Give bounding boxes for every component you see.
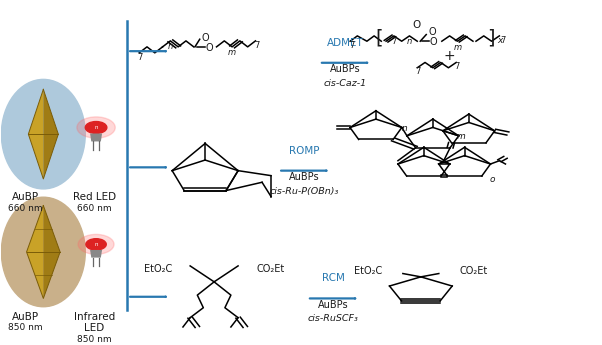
Text: n: n (401, 124, 407, 133)
Text: RCM: RCM (322, 274, 345, 284)
Text: 850 nm: 850 nm (77, 335, 111, 344)
Text: m: m (453, 42, 462, 51)
Ellipse shape (1, 197, 85, 307)
Text: CO₂Et: CO₂Et (256, 264, 284, 274)
Text: ROMP: ROMP (290, 146, 320, 156)
Text: 7: 7 (391, 37, 397, 46)
Text: AuBP: AuBP (12, 192, 39, 202)
Ellipse shape (1, 79, 85, 189)
Text: n: n (407, 37, 412, 46)
Polygon shape (90, 134, 102, 141)
Text: n: n (168, 42, 173, 51)
Text: n: n (95, 125, 98, 130)
Text: ]: ] (487, 28, 495, 47)
Text: LED: LED (84, 323, 104, 333)
Text: +: + (443, 49, 455, 63)
Text: ADMET: ADMET (327, 38, 364, 48)
Text: EtO₂C: EtO₂C (144, 264, 172, 274)
Text: cis-RuSCF₃: cis-RuSCF₃ (308, 314, 359, 323)
Text: CO₂Et: CO₂Et (460, 266, 488, 276)
Text: 660 nm: 660 nm (77, 204, 111, 213)
Circle shape (77, 117, 115, 138)
Text: Red LED: Red LED (73, 192, 116, 202)
Text: O: O (206, 43, 213, 53)
Text: 850 nm: 850 nm (8, 323, 43, 332)
Text: O: O (430, 37, 438, 47)
Text: x: x (497, 36, 502, 45)
Text: O: O (202, 33, 209, 43)
Circle shape (78, 234, 114, 254)
Text: [: [ (375, 28, 383, 47)
Circle shape (85, 121, 107, 134)
Text: cis-Caz-1: cis-Caz-1 (324, 79, 367, 88)
Text: 7: 7 (138, 53, 143, 62)
Text: AuBPs: AuBPs (290, 172, 320, 182)
Circle shape (86, 239, 106, 250)
Text: AuBPs: AuBPs (330, 65, 361, 75)
Polygon shape (90, 250, 102, 258)
Text: o: o (490, 175, 495, 184)
Text: cis-Ru-P(OBn)₃: cis-Ru-P(OBn)₃ (270, 187, 339, 196)
Text: AuBPs: AuBPs (318, 300, 349, 310)
Text: n: n (95, 242, 98, 247)
Text: 7: 7 (454, 62, 459, 71)
Polygon shape (43, 89, 58, 179)
Text: 7: 7 (415, 67, 421, 76)
Text: 7: 7 (255, 41, 260, 50)
Polygon shape (28, 89, 43, 179)
Polygon shape (26, 206, 43, 298)
Text: AuBP: AuBP (12, 312, 39, 322)
Text: 7: 7 (349, 41, 355, 50)
Text: O: O (428, 27, 436, 37)
Text: Infrared: Infrared (73, 312, 115, 322)
Text: m: m (457, 132, 465, 141)
Text: 7: 7 (500, 36, 506, 45)
Text: O: O (412, 20, 420, 30)
Text: 660 nm: 660 nm (8, 204, 43, 213)
Text: EtO₂C: EtO₂C (353, 266, 382, 276)
Text: m: m (228, 48, 236, 57)
Polygon shape (43, 206, 60, 298)
